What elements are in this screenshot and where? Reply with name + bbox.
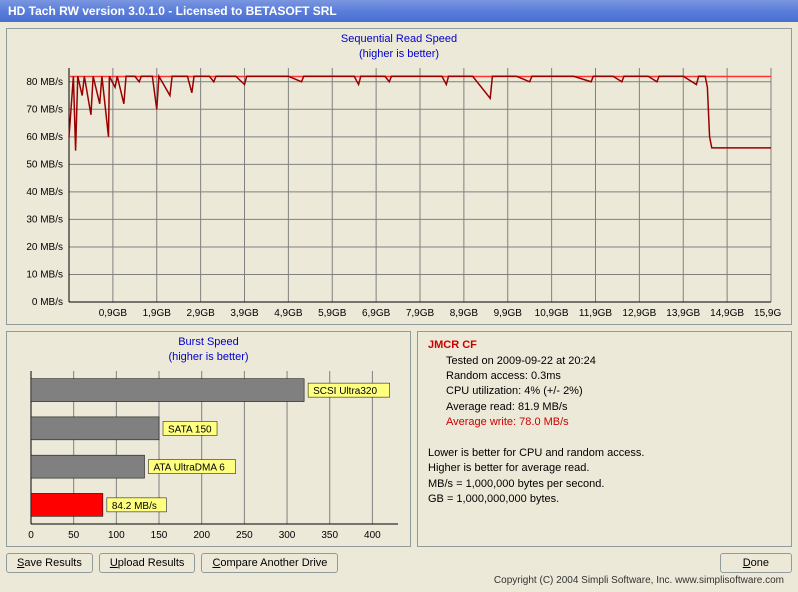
bottom-row: Burst Speed (higher is better) 0 50 100 150… <box>6 331 792 547</box>
svg-text:1,9GB: 1,9GB <box>143 308 172 319</box>
svg-text:250: 250 <box>236 530 253 541</box>
info-tested-on: Tested on 2009-09-22 at 20:24 <box>446 354 781 369</box>
window-titlebar: HD Tach RW version 3.0.1.0 - Licensed to… <box>0 0 798 22</box>
info-panel: JMCR CF Tested on 2009-09-22 at 20:24 Ra… <box>417 331 792 547</box>
compare-drive-button[interactable]: Compare Another Drive <box>201 553 338 573</box>
svg-text:350: 350 <box>321 530 338 541</box>
svg-text:150: 150 <box>151 530 168 541</box>
svg-text:7,9GB: 7,9GB <box>406 308 435 319</box>
upload-results-button[interactable]: Upload Results <box>99 553 196 573</box>
info-cpu-util: CPU utilization: 4% (+/- 2%) <box>446 384 781 399</box>
done-button[interactable]: Done <box>720 553 792 573</box>
info-note2: Higher is better for average read. <box>428 461 781 476</box>
save-results-button[interactable]: Save Results <box>6 553 93 573</box>
burst-chart-subtitle: (higher is better) <box>11 351 406 363</box>
svg-text:0,9GB: 0,9GB <box>99 308 128 319</box>
svg-text:70 MB/s: 70 MB/s <box>26 104 63 115</box>
window-title: HD Tach RW version 3.0.1.0 - Licensed to… <box>8 4 337 18</box>
info-avg-read: Average read: 81.9 MB/s <box>446 400 781 415</box>
svg-text:9,9GB: 9,9GB <box>494 308 523 319</box>
read-speed-panel: Sequential Read Speed (higher is better)… <box>6 28 792 325</box>
svg-text:0 MB/s: 0 MB/s <box>32 297 63 308</box>
window-body: Sequential Read Speed (higher is better)… <box>0 22 798 592</box>
svg-text:80 MB/s: 80 MB/s <box>26 77 63 88</box>
read-chart-subtitle: (higher is better) <box>11 48 787 60</box>
svg-text:300: 300 <box>279 530 296 541</box>
read-chart-area: 0 MB/s 10 MB/s 20 MB/s 30 MB/s 40 MB/s 50 MB/… <box>11 64 787 320</box>
svg-text:50: 50 <box>68 530 80 541</box>
info-note4: GB = 1,000,000,000 bytes. <box>428 492 781 507</box>
svg-text:SATA 150: SATA 150 <box>168 425 212 436</box>
svg-text:100: 100 <box>108 530 125 541</box>
svg-text:50 MB/s: 50 MB/s <box>26 160 63 171</box>
info-device: JMCR CF <box>428 338 781 353</box>
svg-text:200: 200 <box>193 530 210 541</box>
svg-text:60 MB/s: 60 MB/s <box>26 132 63 143</box>
info-random-access: Random access: 0.3ms <box>446 369 781 384</box>
burst-chart-svg: 0 50 100 150 200 250 300 350 400 SCSI Ultra320 SAT… <box>11 367 406 542</box>
svg-text:13,9GB: 13,9GB <box>666 308 700 319</box>
read-chart-svg: 0 MB/s 10 MB/s 20 MB/s 30 MB/s 40 MB/s 50 MB/… <box>11 64 781 320</box>
burst-chart-title: Burst Speed <box>11 336 406 349</box>
svg-text:10 MB/s: 10 MB/s <box>26 270 63 281</box>
svg-text:14,9GB: 14,9GB <box>710 308 744 319</box>
svg-text:30 MB/s: 30 MB/s <box>26 215 63 226</box>
svg-text:5,9GB: 5,9GB <box>318 308 347 319</box>
svg-text:40 MB/s: 40 MB/s <box>26 187 63 198</box>
read-chart-title: Sequential Read Speed <box>11 33 787 46</box>
svg-text:ATA UltraDMA 6: ATA UltraDMA 6 <box>154 463 226 474</box>
svg-text:SCSI Ultra320: SCSI Ultra320 <box>313 387 377 398</box>
svg-text:12,9GB: 12,9GB <box>622 308 656 319</box>
svg-text:10,9GB: 10,9GB <box>535 308 569 319</box>
svg-text:4,9GB: 4,9GB <box>274 308 303 319</box>
info-note1: Lower is better for CPU and random acces… <box>428 446 781 461</box>
burst-speed-panel: Burst Speed (higher is better) 0 50 100 150… <box>6 331 411 547</box>
svg-text:0: 0 <box>28 530 34 541</box>
svg-text:6,9GB: 6,9GB <box>362 308 391 319</box>
copyright-text: Copyright (C) 2004 Simpli Software, Inc.… <box>6 573 792 586</box>
svg-text:400: 400 <box>364 530 381 541</box>
info-note3: MB/s = 1,000,000 bytes per second. <box>428 477 781 492</box>
svg-text:8,9GB: 8,9GB <box>450 308 479 319</box>
svg-text:15,9GB: 15,9GB <box>754 308 781 319</box>
info-avg-write: Average write: 78.0 MB/s <box>446 415 781 430</box>
svg-text:84.2 MB/s: 84.2 MB/s <box>112 501 157 512</box>
button-row: Save Results Upload Results Compare Anot… <box>6 553 792 573</box>
svg-text:20 MB/s: 20 MB/s <box>26 242 63 253</box>
svg-text:11,9GB: 11,9GB <box>579 308 612 319</box>
svg-text:2,9GB: 2,9GB <box>186 308 215 319</box>
svg-text:3,9GB: 3,9GB <box>230 308 259 319</box>
